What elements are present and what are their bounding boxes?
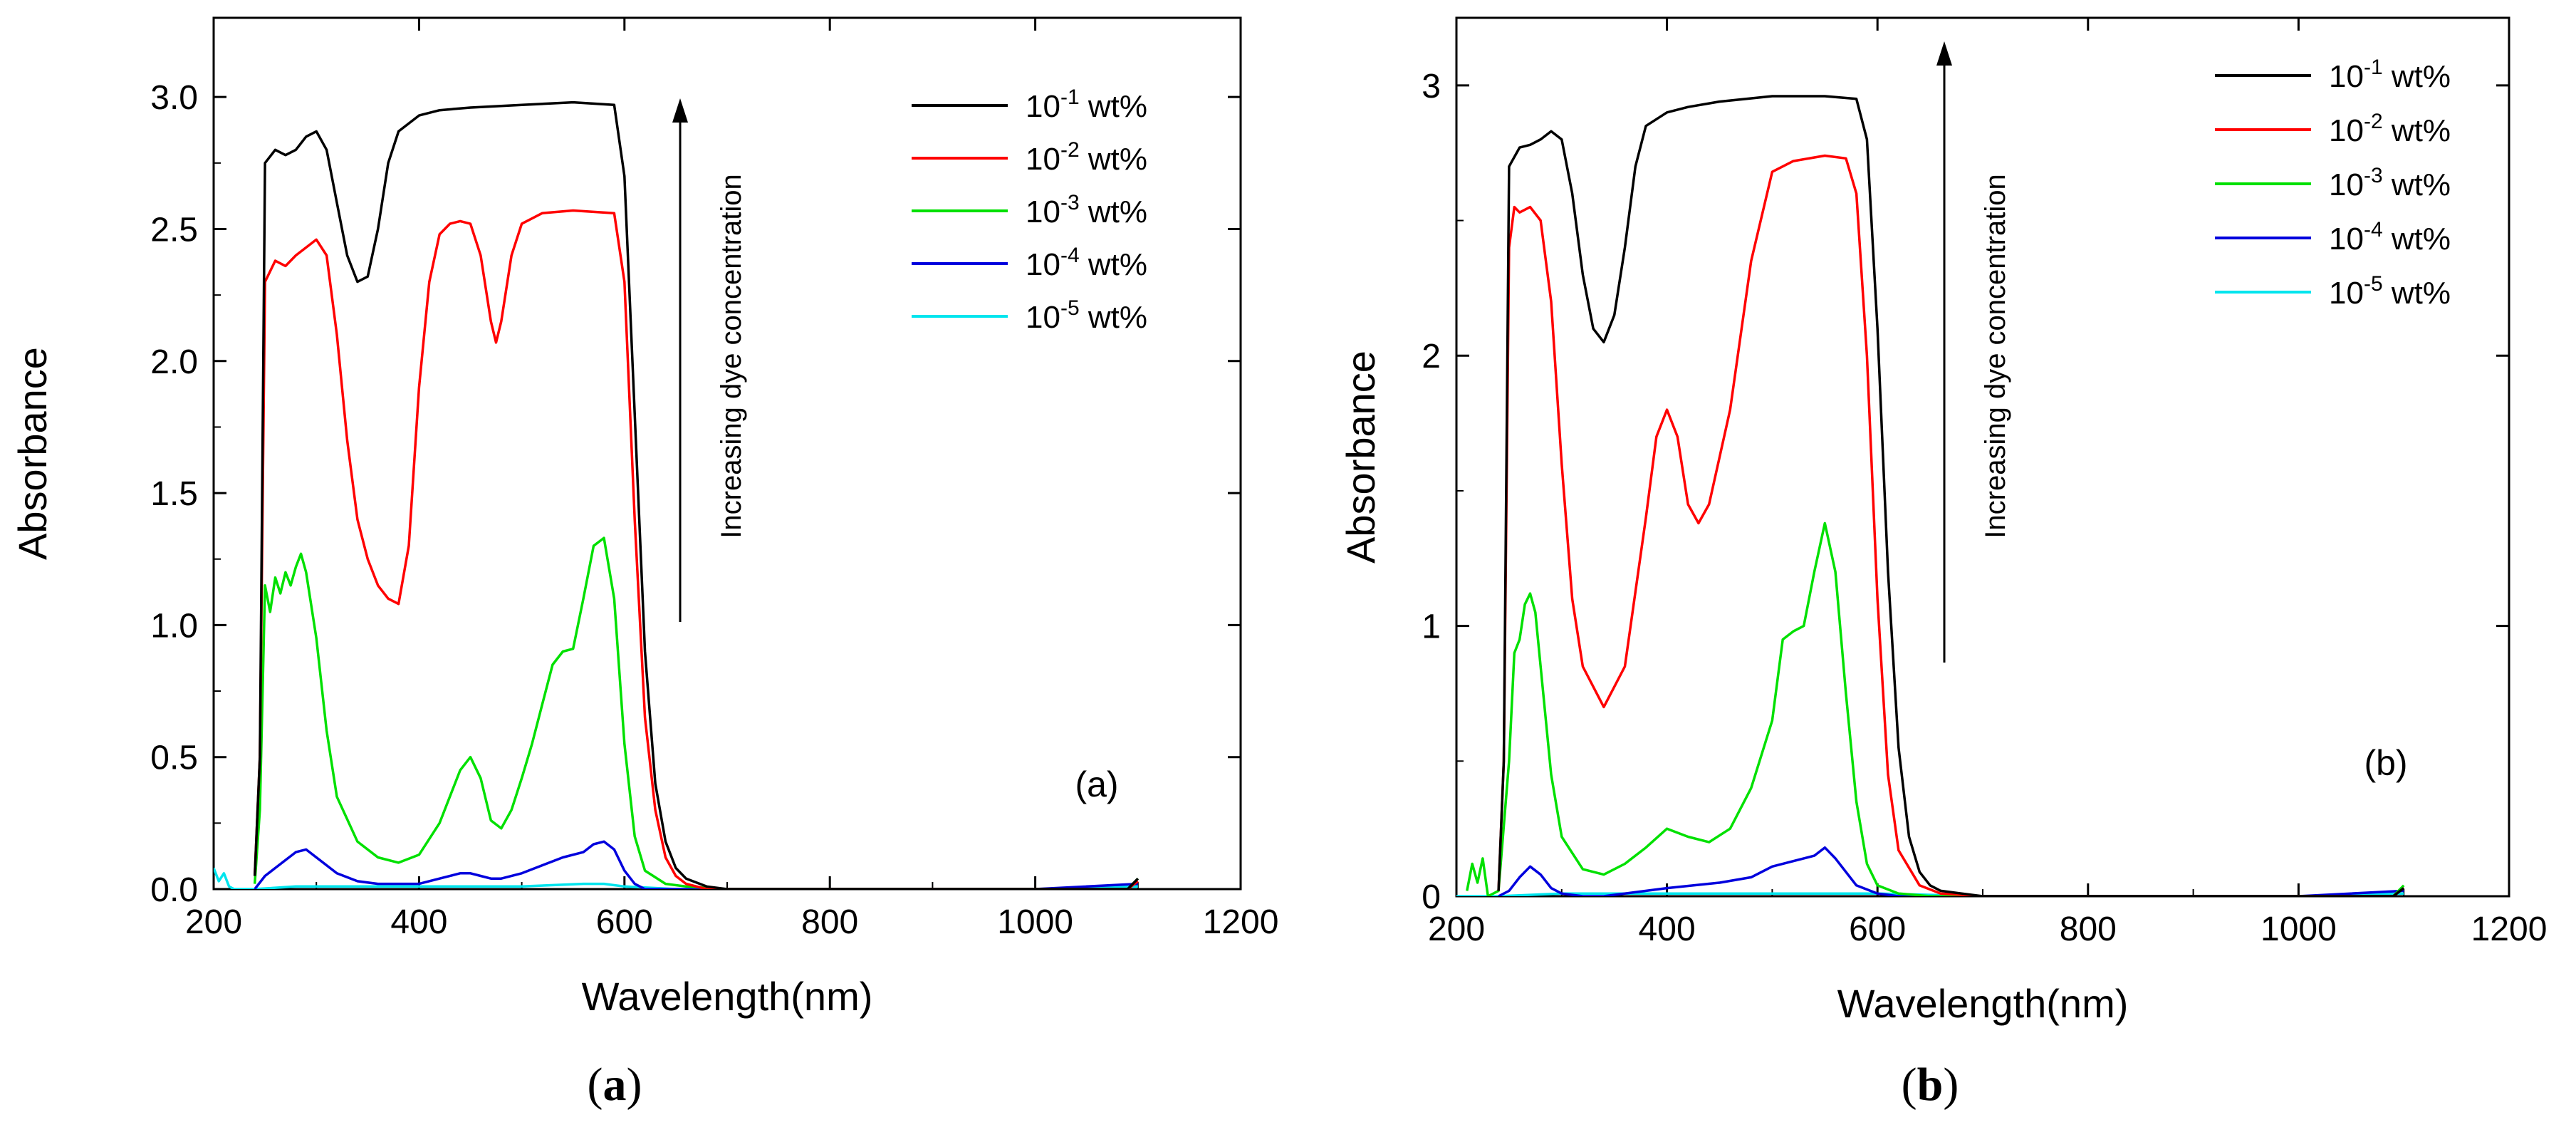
y-tick-label: 0 — [1422, 878, 1441, 916]
series-line-1e-3 — [1466, 521, 2405, 896]
legend-base: 10 — [1026, 247, 1060, 282]
series-line-1e-5 — [214, 867, 1138, 889]
series-line-1e-5 — [1456, 892, 2404, 896]
y-tick-label: 0.0 — [150, 871, 198, 909]
legend-entry: 10-4 wt% — [1026, 244, 1147, 282]
y-tick-label: 1 — [1422, 608, 1441, 646]
legend: 10-1 wt%10-2 wt%10-3 wt%10-4 wt%10-5 wt% — [2215, 56, 2451, 311]
y-axis-label: Absorbance — [10, 347, 55, 560]
legend-exponent: -4 — [1060, 244, 1080, 267]
legend-base: 10 — [1026, 194, 1060, 229]
legend-base: 10 — [2329, 222, 2364, 256]
panel-label: (b) — [2364, 743, 2407, 783]
caption-a-tag: a — [603, 1059, 627, 1111]
legend-exponent: -1 — [1060, 85, 1080, 109]
series-group — [1456, 95, 2405, 896]
series-group — [214, 100, 1140, 889]
legend-unit: wt% — [2383, 113, 2451, 148]
legend-exponent: -1 — [2364, 56, 2383, 79]
legend-entry: 10-5 wt% — [2329, 272, 2451, 311]
x-tick-label: 200 — [185, 903, 242, 941]
legend-exponent: -2 — [1060, 138, 1080, 162]
caption-b: (b) — [1902, 1058, 1959, 1112]
series-line-1e-4 — [254, 840, 1138, 889]
legend-entry: 10-4 wt% — [2329, 218, 2451, 256]
y-tick-label: 2.0 — [150, 343, 198, 381]
legend-entry: 10-3 wt% — [2329, 164, 2451, 202]
caption-a: (a) — [588, 1058, 642, 1112]
series-line-1e-2 — [1497, 154, 2405, 896]
x-tick-label: 600 — [1849, 910, 1906, 948]
chart-panel-b: 200 400 600 800 1000 1200 0 1 2 3 Wavelength(nm) Ab… — [1338, 16, 2548, 1026]
legend-unit: wt% — [2383, 167, 2451, 202]
legend-entry: 10-3 wt% — [1026, 191, 1147, 229]
legend-exponent: -3 — [1060, 191, 1080, 214]
caption-a-close: ) — [626, 1059, 642, 1111]
series-line-1e-1 — [1497, 95, 2405, 896]
x-tick-label: 1000 — [997, 903, 1073, 941]
legend-unit: wt% — [1080, 194, 1147, 229]
annotation-text: Increasing dye concentration — [1980, 174, 2011, 538]
legend-unit: wt% — [2383, 222, 2451, 256]
arrow-head-icon — [1936, 41, 1952, 66]
y-tick-label: 3 — [1422, 68, 1441, 105]
panel-label: (a) — [1075, 764, 1118, 804]
chart-panel-a: 200 400 600 800 1000 1200 0.0 0.5 1.0 1.5 2.0 2.5 3.… — [10, 16, 1279, 1019]
arrow-head-icon — [672, 98, 688, 123]
legend-unit: wt% — [1080, 247, 1147, 282]
x-tick-label: 1000 — [2260, 910, 2337, 948]
caption-b-tag: b — [1917, 1059, 1944, 1111]
annotation-text: Increasing dye concentration — [716, 174, 747, 538]
x-tick-label: 400 — [1639, 910, 1696, 948]
legend-entry: 10-2 wt% — [1026, 138, 1147, 177]
y-axis-label: Absorbance — [1338, 351, 1383, 564]
x-tick-label: 400 — [390, 903, 447, 941]
x-tick-label: 200 — [1428, 910, 1485, 948]
x-axis-label: Wavelength(nm) — [582, 974, 873, 1019]
legend-exponent: -3 — [2364, 164, 2383, 187]
y-tick-label: 2 — [1422, 338, 1441, 375]
series-line-1e-1 — [253, 100, 1140, 889]
series-line-1e-2 — [253, 209, 1139, 889]
x-tick-label: 600 — [596, 903, 653, 941]
legend-unit: wt% — [1080, 142, 1147, 177]
legend-entry: 10-2 wt% — [2329, 110, 2451, 148]
legend-unit: wt% — [2383, 59, 2451, 94]
legend-exponent: -4 — [2364, 218, 2383, 242]
legend-entry: 10-1 wt% — [1026, 85, 1147, 124]
legend-base: 10 — [1026, 142, 1060, 177]
x-tick-label: 1200 — [2471, 910, 2548, 948]
y-tick-label: 1.5 — [150, 475, 198, 513]
legend: 10-1 wt%10-2 wt%10-3 wt%10-4 wt%10-5 wt% — [912, 85, 1147, 335]
legend-entry: 10-1 wt% — [2329, 56, 2451, 94]
legend-base: 10 — [2329, 59, 2364, 94]
legend-base: 10 — [2329, 167, 2364, 202]
series-line-1e-4 — [1498, 846, 2404, 896]
legend-entry: 10-5 wt% — [1026, 296, 1147, 335]
legend-unit: wt% — [1080, 89, 1147, 124]
legend-base: 10 — [1026, 89, 1060, 124]
y-tick-label: 2.5 — [150, 211, 198, 249]
legend-base: 10 — [2329, 113, 2364, 148]
y-tick-label: 0.5 — [150, 739, 198, 777]
legend-unit: wt% — [2383, 276, 2451, 311]
series-line-1e-3 — [253, 536, 1140, 889]
legend-exponent: -5 — [2364, 272, 2383, 296]
x-tick-label: 800 — [2060, 910, 2117, 948]
legend-unit: wt% — [1080, 300, 1147, 335]
x-axis-label: Wavelength(nm) — [1837, 981, 2129, 1026]
caption-a-open: ( — [587, 1059, 603, 1111]
caption-b-close: ) — [1943, 1059, 1959, 1111]
legend-exponent: -2 — [2364, 110, 2383, 133]
y-tick-label: 3.0 — [150, 79, 198, 117]
y-tick-label: 1.0 — [150, 607, 198, 645]
legend-base: 10 — [2329, 276, 2364, 311]
legend-exponent: -5 — [1060, 296, 1080, 320]
x-tick-label: 1200 — [1203, 903, 1279, 941]
legend-base: 10 — [1026, 300, 1060, 335]
x-tick-label: 800 — [801, 903, 858, 941]
caption-b-open: ( — [1901, 1059, 1917, 1111]
